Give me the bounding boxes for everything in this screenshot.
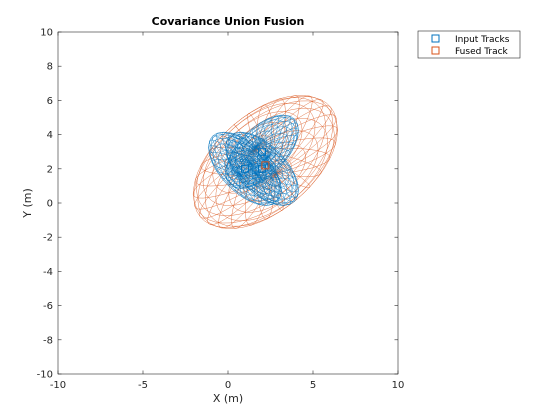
- y-tick-label: -6: [43, 301, 53, 312]
- input-track-covariance-ellipsoid-2: [225, 131, 299, 206]
- y-tick-label: -2: [43, 233, 53, 244]
- y-tick-label: 0: [47, 199, 53, 210]
- y-tick-label: -10: [37, 370, 53, 381]
- input-track-marker: [258, 147, 266, 156]
- x-axis-label: X (m): [213, 392, 243, 405]
- legend-marker-input-tracks: [431, 34, 440, 43]
- x-tick-label: -10: [50, 380, 66, 391]
- y-tick-label: 4: [47, 130, 53, 141]
- axes-box: [57, 31, 399, 375]
- x-tick-label: 10: [392, 380, 405, 391]
- y-tick-label: 8: [47, 62, 53, 73]
- input-track-marker: [241, 164, 249, 173]
- plot-area: -10 -5 0 5 10 -10 -8 -6 -4 -2 0 2 4 6 8 10: [37, 28, 405, 392]
- y-tick-label: 6: [47, 96, 53, 107]
- x-tick-label: 0: [225, 380, 231, 391]
- y-tick-label: 10: [40, 28, 53, 39]
- legend-label-fused-track: Fused Track: [455, 47, 509, 57]
- x-tick-label: 5: [310, 380, 316, 391]
- y-tick-label: 2: [47, 164, 53, 175]
- y-tick-label: -8: [43, 335, 53, 346]
- x-tick-label: -5: [138, 380, 148, 391]
- fused-track-marker: [261, 161, 270, 170]
- chart-title: Covariance Union Fusion: [152, 15, 305, 28]
- y-tick-label: -4: [43, 267, 53, 278]
- legend: Input Tracks Fused Track: [417, 30, 521, 59]
- legend-marker-fused-track: [431, 46, 440, 55]
- y-axis-label: Y (m): [21, 188, 34, 219]
- legend-label-input-tracks: Input Tracks: [455, 35, 510, 45]
